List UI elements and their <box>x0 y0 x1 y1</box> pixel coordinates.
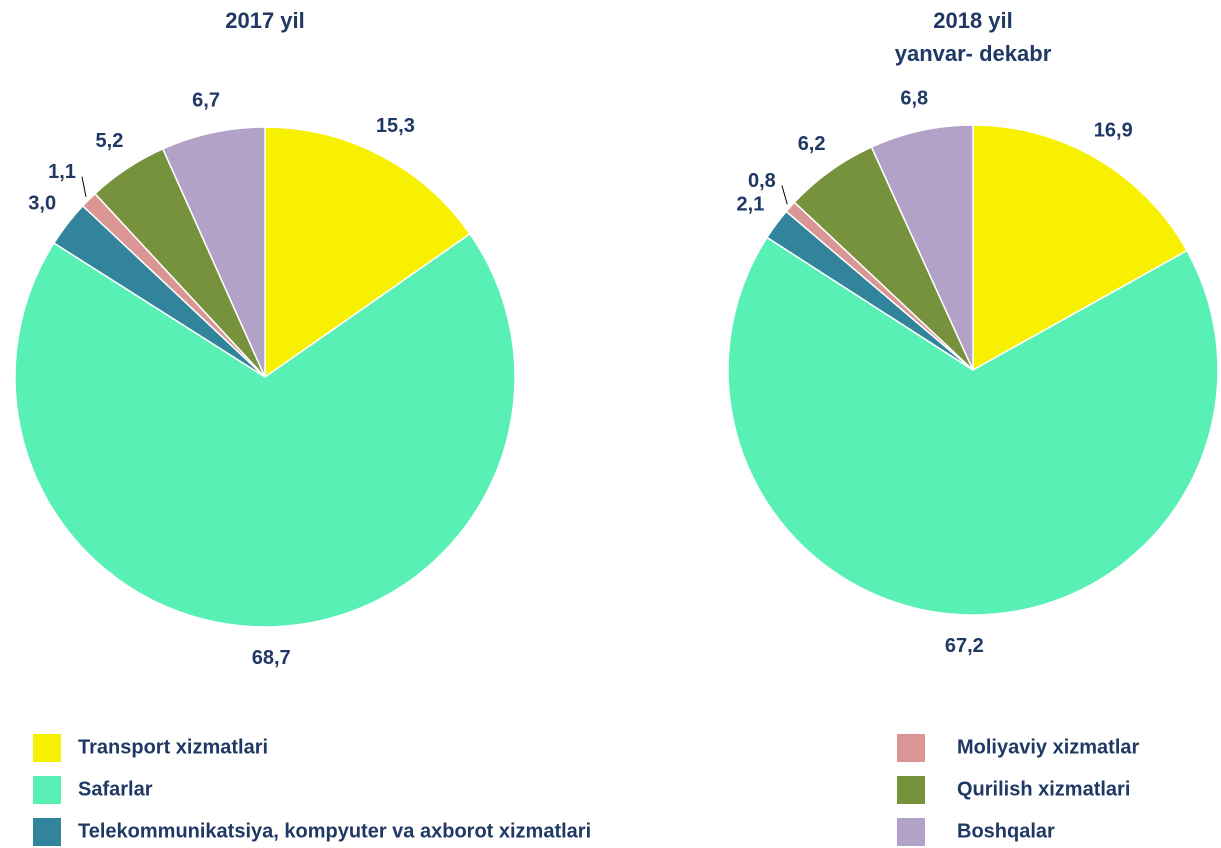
legend-label: Moliyaviy xizmatlar <box>957 736 1140 758</box>
data-label: 67,2 <box>945 635 984 657</box>
data-label: 2,1 <box>737 193 765 215</box>
data-label: 16,9 <box>1094 119 1133 141</box>
chart-subtitle: yanvar- dekabr <box>895 41 1052 66</box>
data-label: 0,8 <box>748 170 776 192</box>
leader-line <box>781 185 788 205</box>
legend-label: Safarlar <box>78 778 153 800</box>
pie-slice <box>14 232 516 628</box>
data-label: 6,2 <box>798 133 826 155</box>
legend-swatch <box>897 776 925 804</box>
legend-label: Qurilish xizmatlari <box>957 778 1130 800</box>
legend-label: Telekommunikatsiya, kompyuter va axborot… <box>78 820 591 842</box>
legend-swatch <box>33 818 61 846</box>
legend-label: Transport xizmatlari <box>78 736 268 758</box>
data-label: 68,7 <box>252 647 291 669</box>
pie-slice <box>264 126 472 379</box>
pie-slice <box>870 124 974 371</box>
pie-slice <box>727 236 1219 616</box>
legend-swatch <box>33 734 61 762</box>
data-label: 5,2 <box>96 130 124 152</box>
data-label: 6,8 <box>900 88 928 110</box>
legend-swatch <box>33 776 61 804</box>
pie-slice <box>972 124 1188 372</box>
data-label: 6,7 <box>192 90 220 112</box>
data-label: 15,3 <box>376 115 415 137</box>
legend-swatch <box>897 734 925 762</box>
chart-title: 2017 yil <box>225 8 305 33</box>
leader-line <box>81 176 87 197</box>
data-label: 3,0 <box>28 192 56 214</box>
pie-slice <box>161 126 266 378</box>
legend-swatch <box>897 818 925 846</box>
legend-label: Boshqalar <box>957 820 1055 842</box>
chart-title: 2018 yil <box>933 8 1013 33</box>
data-label: 1,1 <box>48 161 76 183</box>
